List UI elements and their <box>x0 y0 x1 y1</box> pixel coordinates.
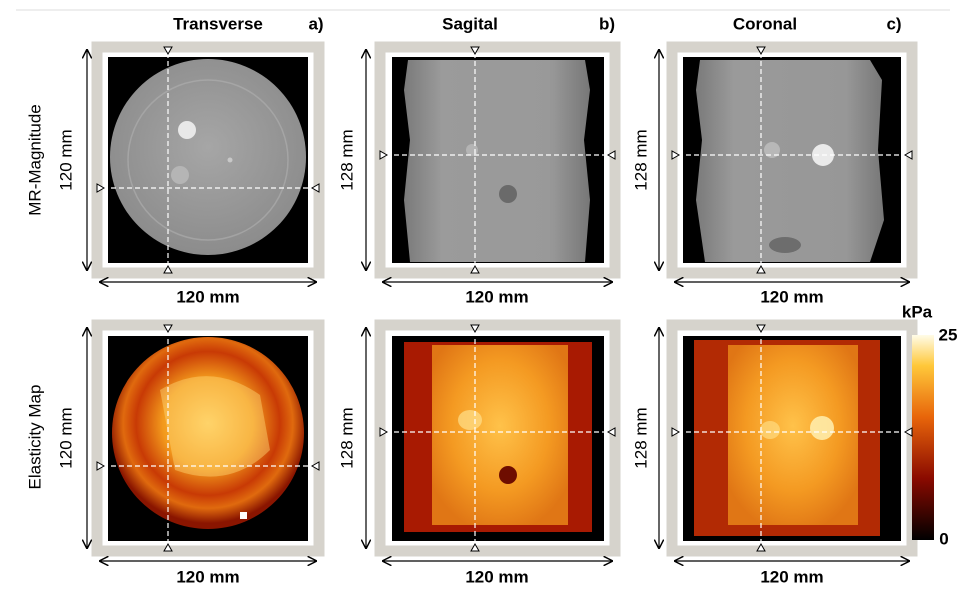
column-title: Transverse <box>173 14 263 33</box>
elasticity-transverse-image <box>108 336 308 541</box>
row-label: MR-Magnitude <box>25 104 44 216</box>
mr-coronal-image <box>683 57 901 263</box>
colorbar-unit: kPa <box>902 302 933 321</box>
width-label: 120 mm <box>760 567 823 586</box>
panel-letter: a) <box>308 14 323 33</box>
width-label: 120 mm <box>465 287 528 306</box>
width-label: 120 mm <box>176 567 239 586</box>
height-label: 120 mm <box>56 129 75 190</box>
elasticity-coronal-image <box>683 336 901 541</box>
height-label: 128 mm <box>337 407 356 468</box>
width-label: 120 mm <box>465 567 528 586</box>
mr-sagital-image <box>392 57 604 263</box>
mr-transverse-image <box>108 57 308 263</box>
height-label: 128 mm <box>631 407 650 468</box>
panel-letter: c) <box>886 14 901 33</box>
row-label: Elasticity Map <box>25 385 44 490</box>
figure: Transverse a) Sagital b) Coronal c) MR-M… <box>0 0 962 588</box>
column-title: Coronal <box>733 14 797 33</box>
height-label: 128 mm <box>631 129 650 190</box>
colorbar-max: 25 <box>939 325 958 344</box>
width-label: 120 mm <box>760 287 823 306</box>
height-label: 128 mm <box>337 129 356 190</box>
elasticity-sagital-image <box>392 336 604 541</box>
width-label: 120 mm <box>176 287 239 306</box>
column-title: Sagital <box>442 14 498 33</box>
panel-letter: b) <box>599 14 615 33</box>
height-label: 120 mm <box>56 407 75 468</box>
colorbar <box>912 335 934 540</box>
colorbar-min: 0 <box>939 529 948 548</box>
